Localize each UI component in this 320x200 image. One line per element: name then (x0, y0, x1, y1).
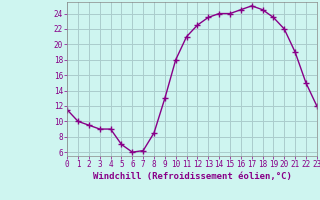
X-axis label: Windchill (Refroidissement éolien,°C): Windchill (Refroidissement éolien,°C) (92, 172, 292, 181)
